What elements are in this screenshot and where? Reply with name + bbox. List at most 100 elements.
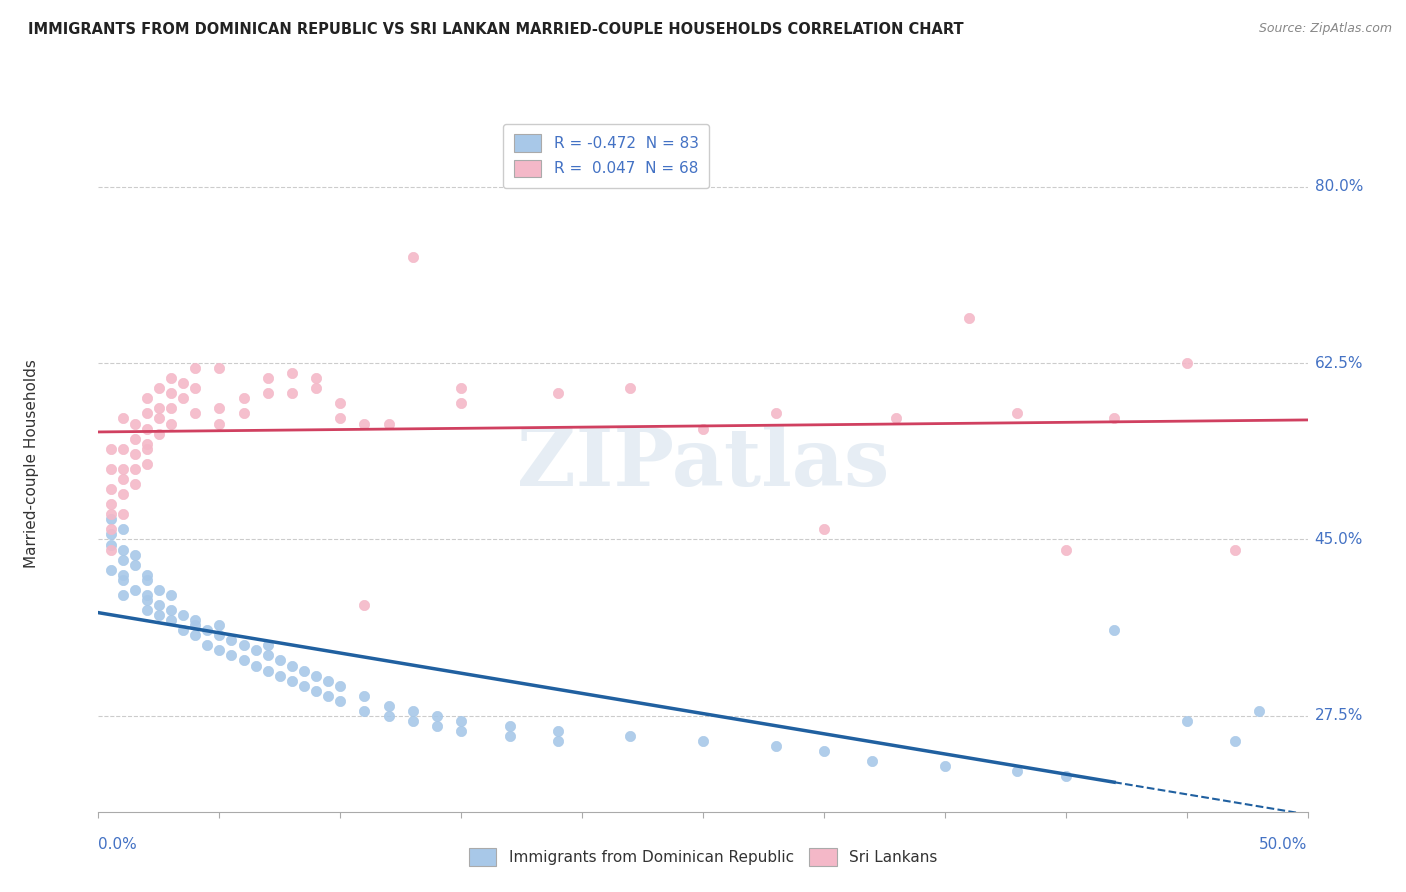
Point [245,643,267,657]
Text: 45.0%: 45.0% [1315,532,1362,547]
Point [124,548,146,562]
Point [232,392,254,406]
Point [329,694,352,708]
Point [111,508,134,522]
Point [1054,542,1077,557]
Point [100,482,122,496]
Point [135,567,157,582]
Point [100,522,122,536]
Point [135,421,157,435]
Point [135,457,157,471]
Point [111,573,134,587]
Point [934,759,956,773]
Point [1223,542,1246,557]
Point [100,563,122,577]
Text: Source: ZipAtlas.com: Source: ZipAtlas.com [1258,22,1392,36]
Point [619,381,641,395]
Point [450,396,472,410]
Point [100,462,122,476]
Point [148,381,170,395]
Point [426,719,449,733]
Point [135,392,157,406]
Point [111,462,134,476]
Point [111,522,134,536]
Point [208,618,231,632]
Point [124,462,146,476]
Text: Married-couple Households: Married-couple Households [24,359,39,568]
Point [450,381,472,395]
Legend: Immigrants from Dominican Republic, Sri Lankans: Immigrants from Dominican Republic, Sri … [461,841,945,873]
Point [547,724,569,739]
Point [221,648,243,663]
Point [305,683,328,698]
Point [281,366,304,380]
Point [111,411,134,425]
Point [256,371,278,385]
Point [269,668,291,682]
Point [135,442,157,456]
Point [305,381,328,395]
Point [172,376,194,391]
Point [148,608,170,623]
Text: ZIPatlas: ZIPatlas [517,425,889,503]
Point [208,628,231,642]
Point [402,714,425,728]
Point [329,396,352,410]
Point [957,310,980,325]
Point [353,689,375,703]
Point [160,401,183,416]
Point [100,537,122,551]
Point [450,714,472,728]
Text: IMMIGRANTS FROM DOMINICAN REPUBLIC VS SRI LANKAN MARRIED-COUPLE HOUSEHOLDS CORRE: IMMIGRANTS FROM DOMINICAN REPUBLIC VS SR… [28,22,963,37]
Point [765,739,787,754]
Point [100,542,122,557]
Point [135,406,157,420]
Point [160,371,183,385]
Point [232,406,254,420]
Point [124,432,146,446]
Point [426,709,449,723]
Point [1054,769,1077,783]
Point [329,679,352,693]
Point [111,487,134,501]
Point [160,417,183,431]
Point [329,411,352,425]
Point [765,406,787,420]
Point [281,658,304,673]
Point [124,558,146,572]
Point [256,648,278,663]
Point [1223,734,1246,748]
Point [111,442,134,456]
Point [377,709,399,723]
Point [813,744,835,758]
Point [135,603,157,617]
Point [148,401,170,416]
Text: 62.5%: 62.5% [1315,356,1362,370]
Point [100,512,122,526]
Point [256,664,278,678]
Point [316,673,339,688]
Point [316,689,339,703]
Point [100,508,122,522]
Point [1102,624,1125,638]
Point [256,638,278,652]
Point [184,628,207,642]
Point [111,542,134,557]
Text: 50.0%: 50.0% [1260,837,1308,852]
Point [160,386,183,401]
Point [245,658,267,673]
Point [377,698,399,713]
Point [208,417,231,431]
Text: 0.0%: 0.0% [98,837,138,852]
Point [172,392,194,406]
Point [160,588,183,602]
Point [813,522,835,536]
Point [1175,356,1198,370]
Point [195,624,218,638]
Point [148,598,170,612]
Point [402,250,425,264]
Point [208,643,231,657]
Point [1249,704,1271,718]
Point [292,679,315,693]
Point [100,497,122,511]
